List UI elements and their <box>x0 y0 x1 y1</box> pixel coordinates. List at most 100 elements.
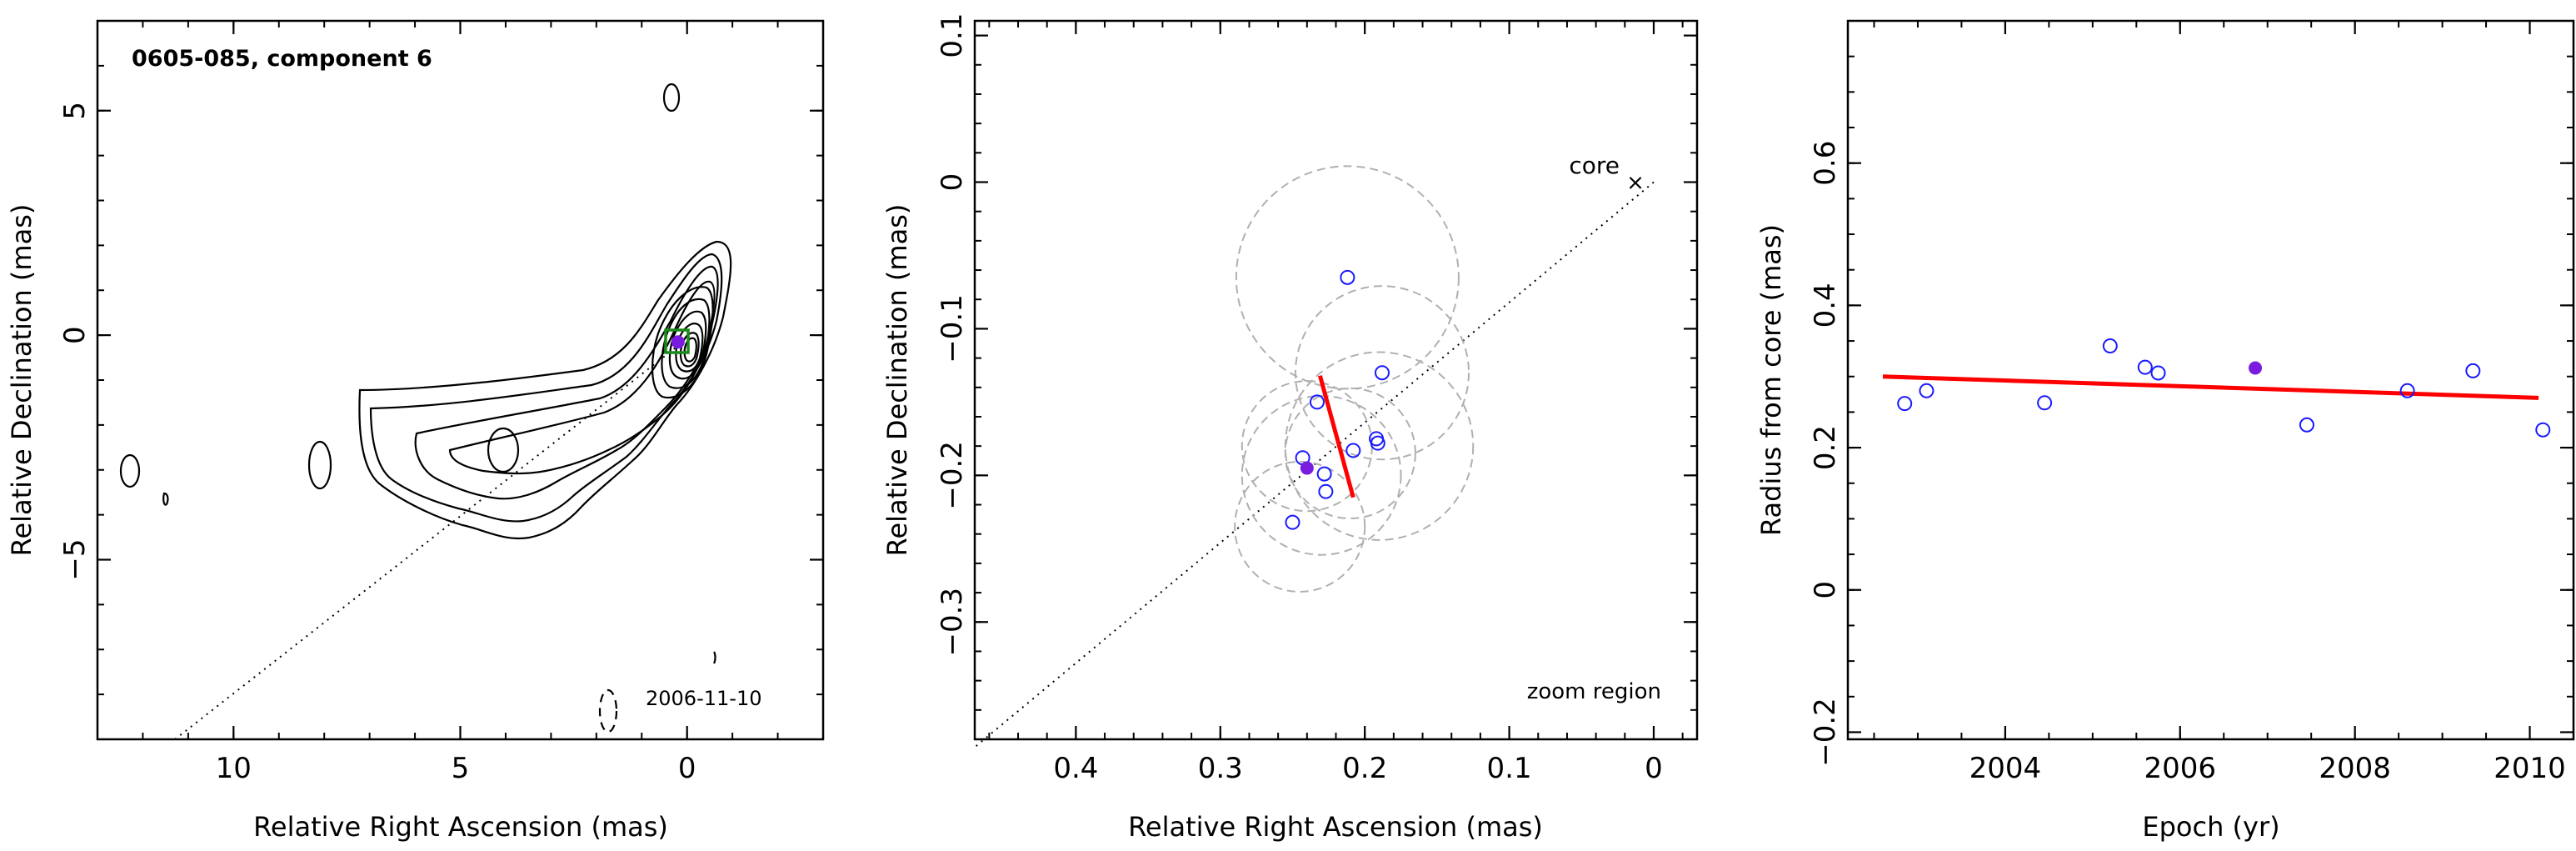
panel3-tick-labels: 2004 2006 2008 2010 −0.2 0 0.2 0.4 0.6 <box>1809 141 2566 785</box>
radius-point <box>2150 365 2166 381</box>
y-tick-label: 0 <box>58 326 92 344</box>
position-point <box>1374 365 1390 381</box>
panel2-xlabel: Relative Right Ascension (mas) <box>1128 811 1543 843</box>
contour-level-2 <box>369 253 723 523</box>
uncertainty-circle <box>1284 387 1416 519</box>
position-point <box>1340 269 1355 285</box>
panel1-tick-labels: 10 5 0 5 0 −5 <box>58 102 696 785</box>
panel2-frame <box>973 19 1699 741</box>
x-tick-label: 2006 <box>2144 752 2217 785</box>
x-tick-label: 0 <box>1645 752 1663 785</box>
y-tick-label: 5 <box>58 102 92 120</box>
contour-island-3 <box>162 492 169 506</box>
position-point <box>1345 443 1361 458</box>
position-point <box>1370 435 1385 451</box>
y-tick-label: −0.3 <box>936 588 969 657</box>
panel2-tick-labels: 0.4 0.3 0.2 0.1 0 0.1 0 −0.1 −0.2 −0.3 <box>936 13 1663 785</box>
uncertainty-circle <box>1294 285 1470 461</box>
uncertainty-circle <box>1235 165 1460 390</box>
position-point <box>1285 514 1300 530</box>
panel1-ylabel: Relative Declination (mas) <box>6 204 37 557</box>
x-tick-label: 0.4 <box>1053 752 1098 785</box>
y-tick-label: 0 <box>936 173 969 192</box>
radius-point <box>2102 338 2118 354</box>
panel3-xlabel: Epoch (yr) <box>2142 811 2279 843</box>
y-tick-label: −5 <box>58 538 92 580</box>
panel3-ylabel: Radius from core (mas) <box>1755 224 1787 536</box>
y-tick-label: −0.2 <box>936 441 969 510</box>
contour-level-8 <box>675 323 704 373</box>
y-tick-label: 0.2 <box>1809 425 1842 470</box>
contour-negative <box>598 688 618 733</box>
contour-level-5 <box>651 286 714 399</box>
contour-island-1 <box>307 440 332 490</box>
y-tick-label: 0.6 <box>1809 141 1842 186</box>
panel2-fit-segment <box>1318 375 1355 498</box>
x-tick-label: 2010 <box>2494 752 2566 785</box>
x-tick-label: 0.1 <box>1487 752 1532 785</box>
contour-knot <box>487 427 520 473</box>
radius-point <box>2037 395 2053 411</box>
panel1-core-direction-line <box>174 341 684 740</box>
y-tick-label: −0.2 <box>1809 698 1842 767</box>
uncertainty-circle <box>1234 460 1366 593</box>
core-label: core <box>1569 152 1620 179</box>
core-cross-icon: × <box>1626 171 1645 196</box>
radius-point <box>2137 359 2153 375</box>
x-tick-label: 2008 <box>2319 752 2391 785</box>
panel2-points <box>1285 269 1390 530</box>
x-tick-label: 2004 <box>1969 752 2042 785</box>
zoom-region-label: zoom region <box>1527 679 1661 704</box>
position-point <box>1316 466 1332 482</box>
contour-panel: 10 5 0 5 0 −5 0605-085, component 6 <box>6 19 825 843</box>
radius-point <box>2299 417 2314 433</box>
radius-point <box>1897 396 1913 412</box>
contour-level-1 <box>358 240 732 540</box>
x-tick-label: 5 <box>452 752 470 785</box>
panel2-highlight-point <box>1300 461 1314 475</box>
panel2-ticks <box>975 21 1697 740</box>
panel1-xlabel: Relative Right Ascension (mas) <box>253 811 668 843</box>
contour-island-4 <box>662 83 681 113</box>
uncertainty-circles <box>1234 165 1475 593</box>
panel3-frame <box>1846 19 2575 741</box>
panel2-core-direction-line <box>974 181 1655 748</box>
panel1-title: 0605-085, component 6 <box>132 46 432 72</box>
panel2-ylabel: Relative Declination (mas) <box>881 204 913 557</box>
radius-point <box>2535 422 2551 438</box>
contour-level-10 <box>683 337 697 363</box>
y-tick-label: 0 <box>1809 581 1842 599</box>
y-tick-label: −0.1 <box>936 294 969 363</box>
position-point <box>1309 394 1325 410</box>
contour-island-5 <box>712 651 716 664</box>
contour-level-3 <box>414 265 719 500</box>
radius-point <box>2465 363 2481 378</box>
zoom-panel: 0.4 0.3 0.2 0.1 0 0.1 0 −0.1 −0.2 −0.3 × core zoo… <box>881 13 1699 843</box>
x-tick-label: 0.3 <box>1198 752 1243 785</box>
contour-level-9 <box>679 332 700 368</box>
y-tick-label: 0.4 <box>1809 283 1842 328</box>
panel1-frame <box>96 19 825 741</box>
component-marker <box>671 335 685 349</box>
uncertainty-circle <box>1284 351 1475 541</box>
x-tick-label: 10 <box>216 752 252 785</box>
uncertainty-circle <box>1241 394 1402 556</box>
contour-level-6 <box>661 298 711 389</box>
y-tick-label: 0.1 <box>936 13 969 58</box>
panel3-highlight-point <box>2249 361 2263 375</box>
contour-level-7 <box>668 310 707 380</box>
radius-panel: 2004 2006 2008 2010 −0.2 0 0.2 0.4 0.6 Epoch (yr… <box>1755 19 2575 843</box>
panel3-points <box>1897 338 2551 438</box>
component-box <box>664 328 690 354</box>
radius-point <box>1919 383 1934 398</box>
x-tick-label: 0.2 <box>1342 752 1387 785</box>
panel1-epoch-label: 2006-11-10 <box>646 687 761 710</box>
panel3-ticks <box>1848 20 2574 739</box>
contour-lines <box>119 83 732 733</box>
position-point <box>1318 483 1334 499</box>
radius-point <box>2399 383 2415 398</box>
contour-island-2 <box>119 453 141 488</box>
x-tick-label: 0 <box>678 752 696 785</box>
panel1-ticks <box>97 20 824 740</box>
